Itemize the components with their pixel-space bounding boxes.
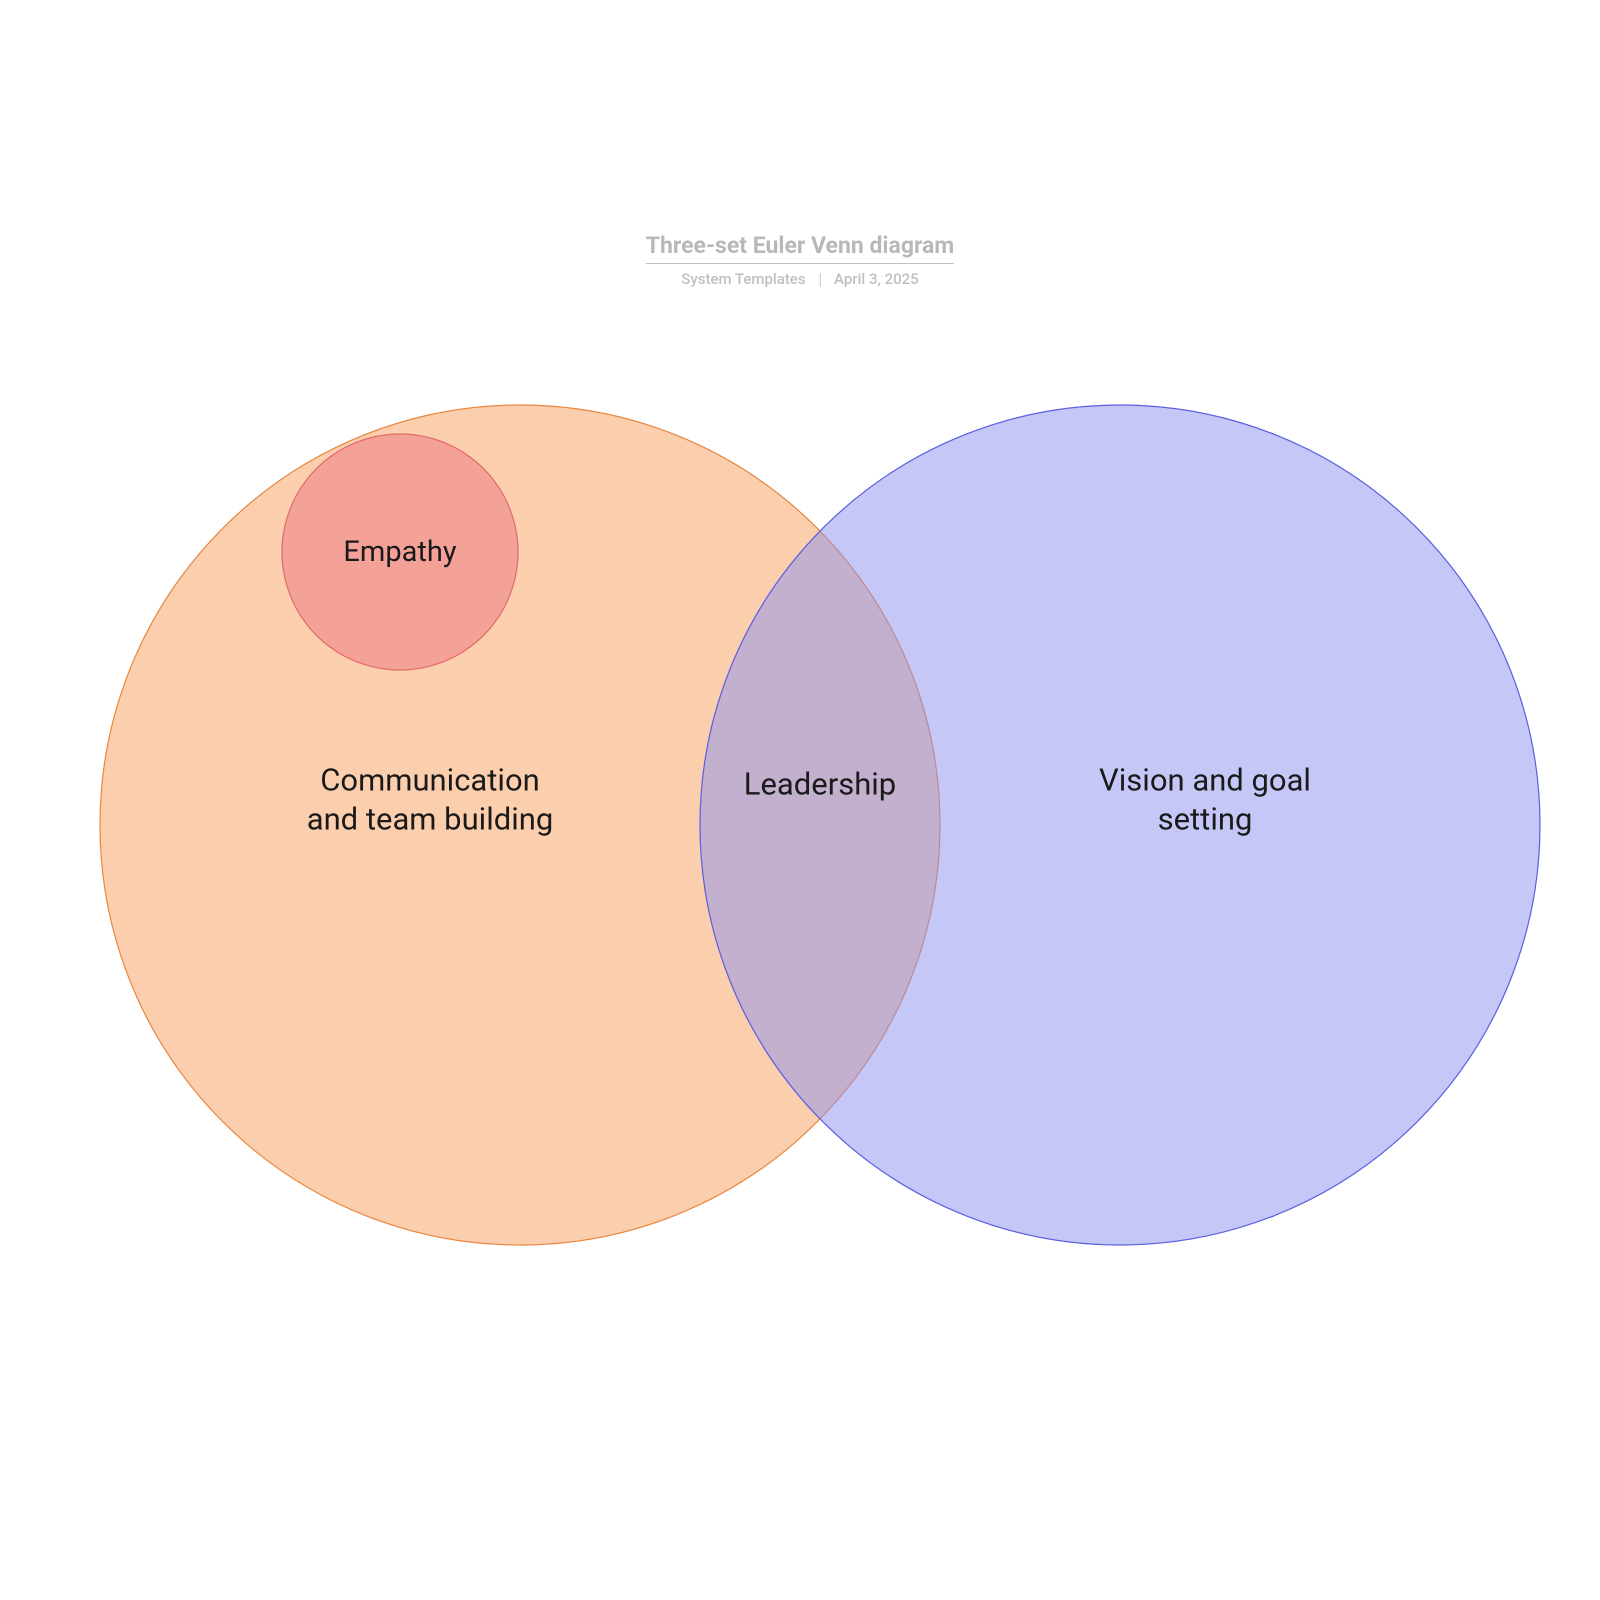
- venn-label-empathy: Empathy: [343, 534, 456, 570]
- venn-label-intersection: Leadership: [744, 766, 896, 805]
- canvas: Three-set Euler Venn diagram System Temp…: [0, 0, 1600, 1600]
- venn-label-right: Vision and goal setting: [1099, 761, 1311, 839]
- venn-label-left: Communication and team building: [307, 761, 554, 839]
